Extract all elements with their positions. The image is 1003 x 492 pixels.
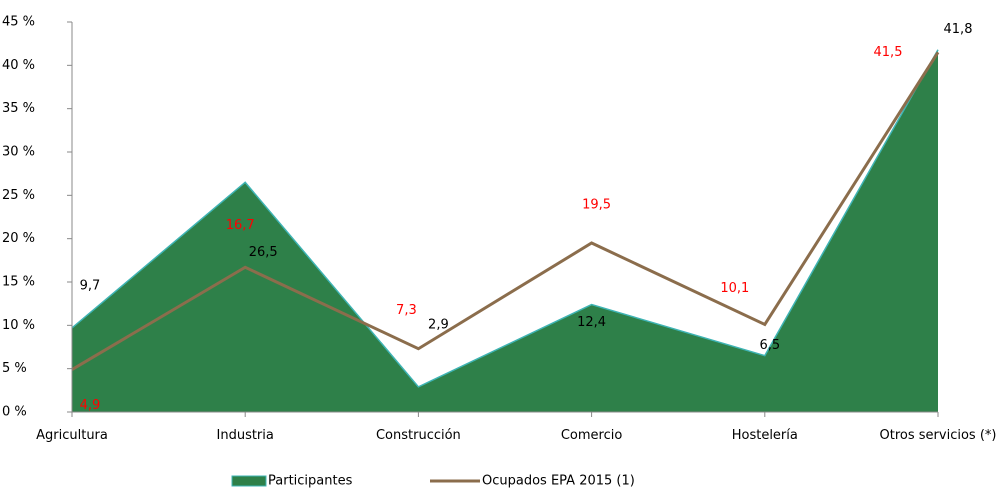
data-label: 41,5	[874, 45, 903, 60]
y-tick-label: 30 %	[2, 145, 35, 160]
x-tick-label: Industria	[216, 428, 274, 443]
data-label: 7,3	[396, 303, 417, 318]
data-label: 9,7	[80, 278, 101, 293]
y-tick-label: 45 %	[2, 15, 35, 30]
area-edge	[71, 49, 939, 388]
data-label: 10,1	[720, 281, 749, 296]
x-tick-label: Construcción	[375, 428, 461, 443]
legend-label: Participantes	[268, 474, 353, 489]
y-tick-label: 20 %	[2, 231, 35, 246]
data-label: 16,7	[226, 218, 255, 233]
data-label: 4,9	[80, 398, 101, 413]
y-tick-label: 25 %	[2, 188, 35, 203]
legend-label: Ocupados EPA 2015 (1)	[482, 474, 635, 489]
data-label: 41,8	[944, 22, 973, 37]
data-label: 19,5	[582, 198, 611, 213]
y-tick-label: 10 %	[2, 318, 35, 333]
y-tick-label: 40 %	[2, 58, 35, 73]
legend-swatch	[231, 475, 267, 487]
y-tick-label: 5 %	[2, 361, 27, 376]
data-label: 2,9	[428, 317, 449, 332]
x-tick-label: Otros servicios (*)	[879, 428, 997, 443]
y-tick-label: 15 %	[2, 275, 35, 290]
line	[71, 51, 940, 371]
x-tick-label: Comercio	[560, 428, 623, 443]
x-tick-label: Agricultura	[36, 428, 108, 443]
data-label: 12,4	[577, 315, 606, 330]
area	[72, 49, 938, 412]
y-tick-label: 35 %	[2, 101, 35, 116]
data-label: 26,5	[249, 245, 278, 260]
x-tick-label: Hostelería	[731, 428, 798, 443]
data-label: 6,5	[759, 338, 780, 353]
y-tick-label: 0 %	[2, 405, 27, 420]
